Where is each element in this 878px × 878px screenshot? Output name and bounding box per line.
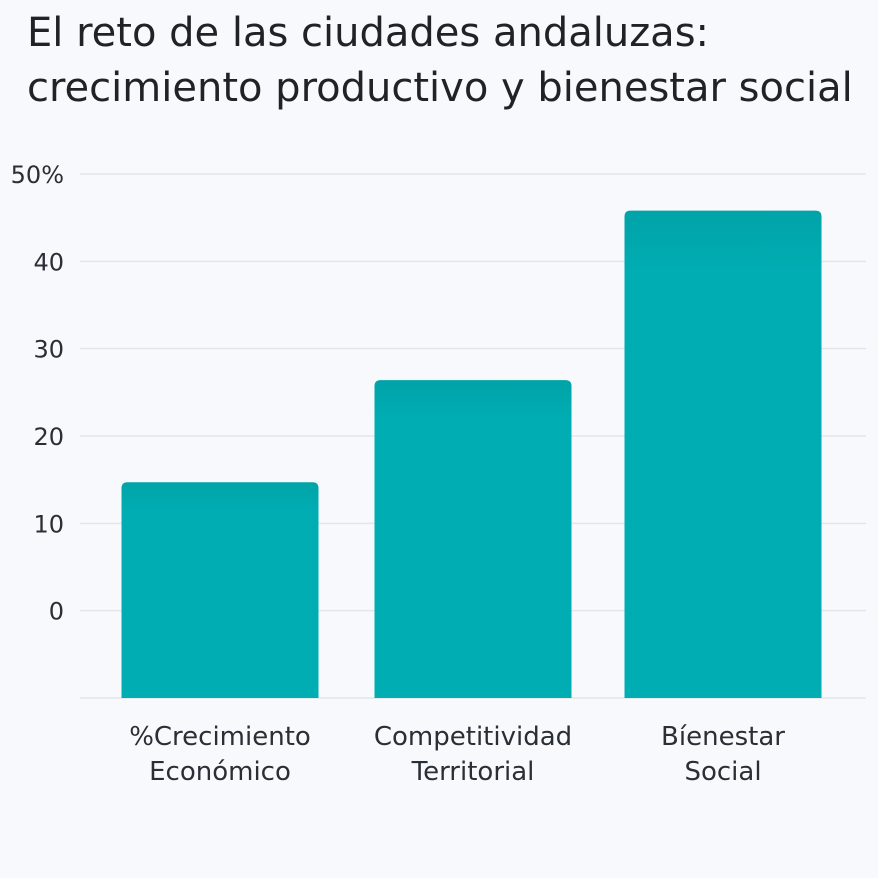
y-tick-label-0: 0	[49, 598, 64, 626]
bar-2	[624, 210, 822, 698]
y-tick-label-20: 20	[33, 423, 64, 451]
x-category-label-1: Competitividad Territorial	[374, 722, 572, 787]
y-tick-label-40: 40	[33, 248, 64, 276]
x-category-label-0: %Crecimiento Económico	[129, 722, 311, 787]
bars	[121, 210, 822, 698]
x-axis-labels: %Crecimiento Económico Competitividad Terri…	[129, 722, 785, 787]
y-axis-ticks: 0 10 20 30 40 50%	[11, 161, 64, 626]
y-tick-label-10: 10	[33, 510, 64, 538]
chart-title-line-1: El reto de las ciudades andaluzas:	[27, 10, 710, 56]
y-tick-label-50: 50%	[11, 161, 64, 189]
chart-title: El reto de las ciudades andaluzas: creci…	[27, 6, 867, 116]
x-category-label-2: Bíenestar Social	[661, 722, 785, 787]
chart-title-line-2: crecimiento productivo y bienestar socia…	[27, 65, 853, 111]
bar-1	[374, 380, 572, 698]
bar-0	[121, 482, 319, 698]
y-tick-label-30: 30	[33, 336, 64, 364]
